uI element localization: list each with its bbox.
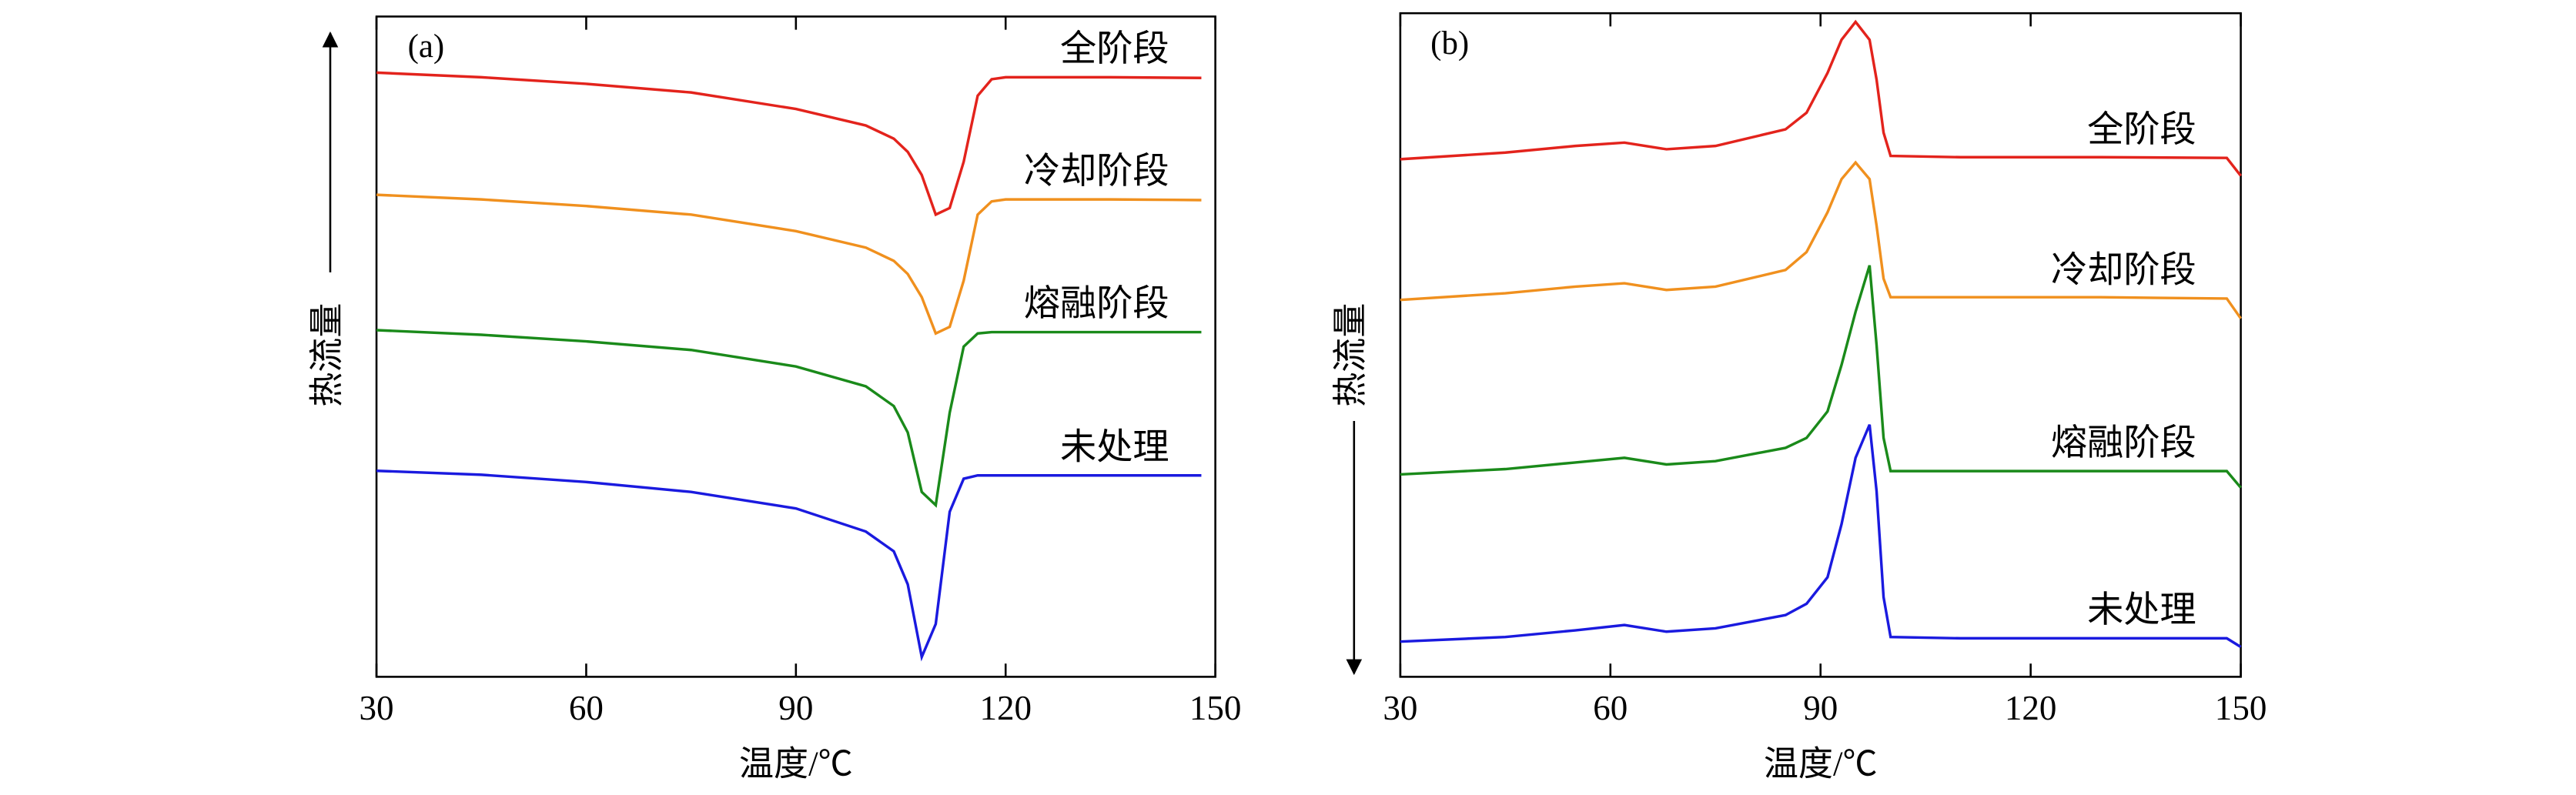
x-tick-label: 150 (2215, 689, 2267, 727)
legend-label: 全阶段 (2087, 109, 2196, 150)
legend-label: 熔融阶段 (2051, 423, 2196, 463)
y-axis-label: 热流量 (1331, 303, 1370, 407)
legend-label: 冷却阶段 (2051, 251, 2196, 291)
curve (1400, 160, 2242, 319)
panel-label: (b) (1430, 25, 1469, 62)
x-tick-label: 60 (569, 689, 604, 727)
curve (1400, 19, 2242, 177)
curve (1400, 265, 2242, 489)
x-tick-label: 120 (979, 689, 1032, 727)
x-tick-label: 90 (778, 689, 813, 727)
legend-label: 熔融阶段 (1024, 284, 1169, 324)
legend-label: 未处理 (1060, 427, 1169, 467)
x-tick-label: 90 (1803, 689, 1838, 727)
curve (1400, 424, 2242, 649)
x-tick-label: 30 (360, 689, 394, 727)
x-axis-label: 温度/℃ (739, 745, 853, 783)
x-tick-label: 60 (1593, 689, 1628, 727)
x-tick-label: 150 (1189, 689, 1242, 727)
x-tick-label: 30 (1383, 689, 1417, 727)
x-tick-label: 120 (2005, 689, 2057, 727)
x-axis-label: 温度/℃ (1764, 745, 1878, 783)
panel-label: (a) (408, 28, 445, 65)
curve (376, 193, 1202, 336)
curve (376, 329, 1202, 508)
legend-label: 冷却阶段 (1024, 152, 1169, 192)
y-axis-label: 热流量 (307, 303, 346, 407)
curve (376, 469, 1202, 662)
legend-label: 未处理 (2087, 590, 2196, 630)
curve (376, 71, 1202, 217)
legend-label: 全阶段 (1060, 28, 1169, 69)
plot-frame (375, 15, 1216, 678)
